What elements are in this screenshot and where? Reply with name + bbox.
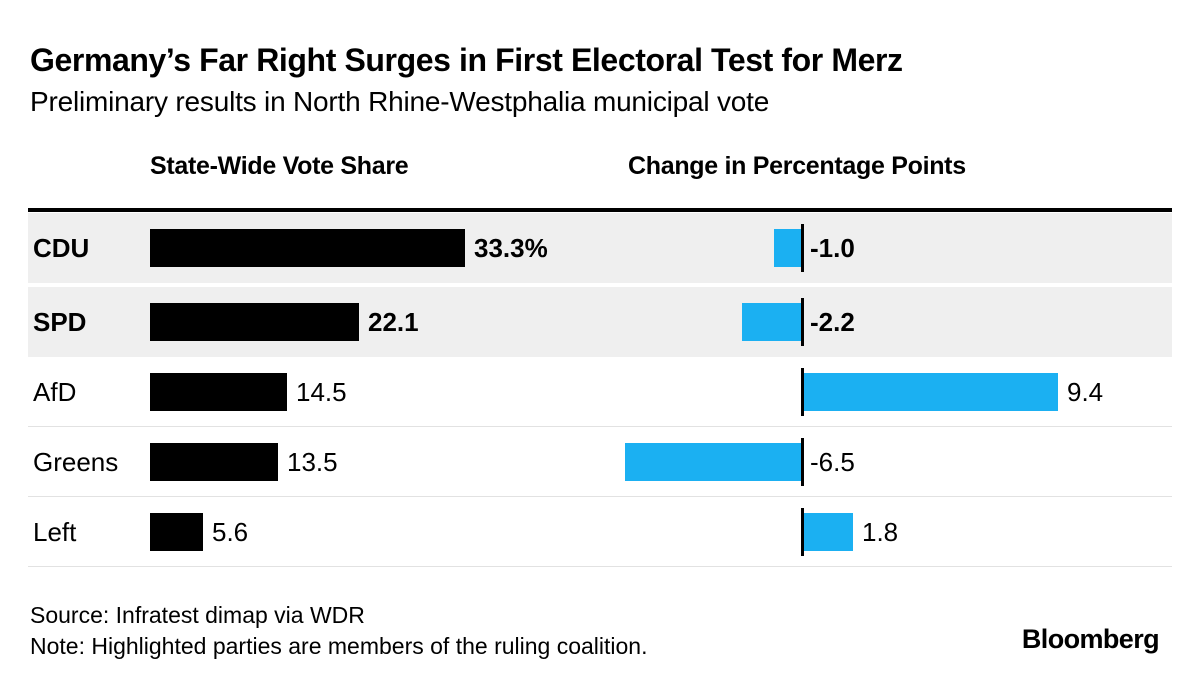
vote-share-bar	[150, 373, 287, 411]
table-row: Greens 13.5 -6.5	[28, 427, 1172, 497]
vote-share-value: 33.3%	[474, 233, 548, 263]
table-row: SPD 22.1 -2.2	[28, 287, 1172, 357]
vote-share-value: 5.6	[212, 517, 249, 547]
column-header-vote-share: State-Wide Vote Share	[150, 152, 409, 180]
party-label: SPD	[33, 307, 87, 337]
chart-title: Germany’s Far Right Surges in First Elec…	[30, 42, 903, 78]
vote-share-bar	[150, 443, 278, 481]
note-text: Note: Highlighted parties are members of…	[30, 633, 648, 659]
change-bar	[774, 229, 801, 267]
vote-share-bar	[150, 303, 359, 341]
source-text: Source: Infratest dimap via WDR	[30, 602, 365, 628]
vote-share-value: 13.5	[287, 447, 338, 477]
change-bar	[804, 513, 853, 551]
chart-footer: Source: Infratest dimap via WDR Note: Hi…	[30, 600, 648, 662]
vote-share-value: 14.5	[296, 377, 347, 407]
chart-rows: CDU 33.3% -1.0 SPD 22.1 -2.2 AfD 14.5 9.4 Greens 1…	[28, 213, 1172, 567]
change-value: -2.2	[810, 307, 855, 337]
zero-baseline	[801, 508, 804, 556]
bloomberg-logo: Bloomberg	[1021, 624, 1160, 654]
vote-share-value: 22.1	[368, 307, 419, 337]
change-bar	[625, 443, 801, 481]
change-bar	[742, 303, 801, 341]
change-value: -6.5	[810, 447, 855, 477]
table-row: CDU 33.3% -1.0	[28, 213, 1172, 283]
party-label: Left	[33, 517, 77, 547]
zero-baseline	[801, 368, 804, 416]
table-row: Left 5.6 1.8	[28, 497, 1172, 567]
zero-baseline	[801, 224, 804, 272]
zero-baseline	[801, 438, 804, 486]
column-header-change: Change in Percentage Points	[628, 152, 966, 180]
change-value: -1.0	[810, 233, 855, 263]
vote-share-bar	[150, 229, 465, 267]
party-label: Greens	[33, 447, 119, 477]
party-label: CDU	[33, 233, 90, 263]
change-value: 1.8	[862, 517, 899, 547]
zero-baseline	[801, 298, 804, 346]
change-bar	[804, 373, 1058, 411]
change-value: 9.4	[1067, 377, 1104, 407]
party-label: AfD	[33, 377, 77, 407]
chart-subtitle: Preliminary results in North Rhine-Westp…	[30, 86, 770, 117]
vote-share-bar	[150, 513, 203, 551]
header-divider-rule	[28, 208, 1172, 212]
table-row: AfD 14.5 9.4	[28, 357, 1172, 427]
